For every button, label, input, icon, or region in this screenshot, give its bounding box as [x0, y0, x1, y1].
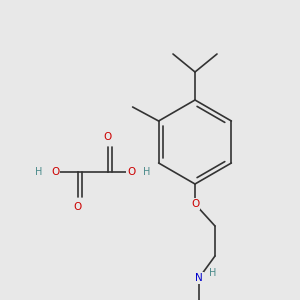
Text: H: H — [143, 167, 151, 177]
Text: O: O — [51, 167, 59, 177]
Text: O: O — [74, 202, 82, 212]
Text: O: O — [127, 167, 135, 177]
Text: H: H — [209, 268, 217, 278]
Text: O: O — [191, 199, 199, 209]
Text: H: H — [35, 167, 43, 177]
Text: O: O — [104, 132, 112, 142]
Text: N: N — [195, 273, 203, 283]
